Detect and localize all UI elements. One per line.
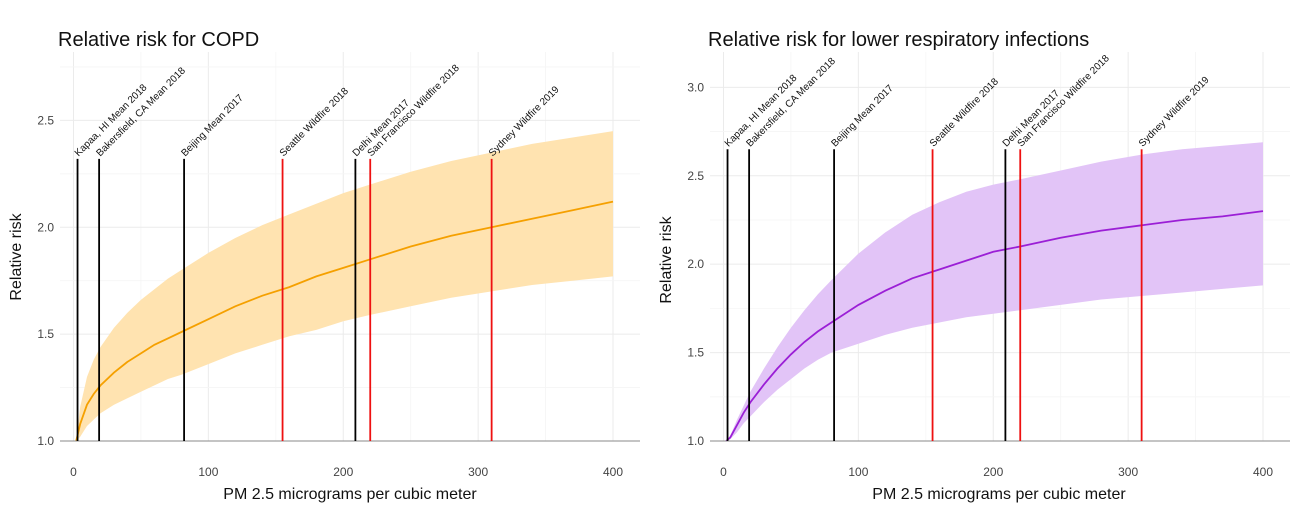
copd-x-tick-label: 200 [333, 465, 353, 479]
lri-confidence-band [726, 142, 1263, 441]
lri-y-axis-title: Relative risk [658, 215, 675, 303]
copd-confidence-band [76, 131, 613, 441]
copd-x-tick-label: 100 [198, 465, 218, 479]
copd-annotation-label-1: Bakersfield, CA Mean 2018 [94, 65, 188, 159]
lri-x-tick-label: 100 [848, 465, 868, 479]
lri-y-tick-label: 2.5 [687, 169, 704, 183]
copd-y-ticks: 1.0 1.5 2.0 2.5 [37, 113, 54, 448]
copd-y-tick-label: 1.5 [37, 327, 54, 341]
lri-annotation-label-2: Beijing Mean 2017 [829, 83, 896, 150]
lri-annotation-label-6: Sydney Wildfire 2019 [1137, 74, 1212, 149]
lri-chart-title: Relative risk for lower respiratory infe… [708, 29, 1089, 51]
lri-x-tick-label: 0 [720, 465, 727, 479]
lri-x-ticks: 0 100 200 300 400 [720, 465, 1273, 479]
copd-annotation-label-5: San Francisco Wildfire 2018 [366, 62, 463, 159]
copd-y-axis-title: Relative risk [8, 212, 25, 300]
lri-annotation-label-1: Bakersfield, CA Mean 2018 [744, 56, 838, 150]
lri-y-ticks: 1.0 1.5 2.0 2.5 3.0 [687, 80, 704, 448]
lri-x-tick-label: 200 [983, 465, 1003, 479]
lri-y-tick-label: 2.0 [687, 257, 704, 271]
lri-annotation-label-5: San Francisco Wildfire 2018 [1016, 53, 1113, 150]
copd-annotation-label-3: Seattle Wildfire 2018 [278, 86, 351, 159]
copd-x-ticks: 0 100 200 300 400 [70, 465, 623, 479]
copd-x-axis-title: PM 2.5 micrograms per cubic meter [223, 486, 477, 503]
copd-annotation-label-2: Beijing Mean 2017 [179, 92, 246, 159]
copd-chart-title: Relative risk for COPD [58, 29, 259, 51]
lri-y-tick-label: 3.0 [687, 80, 704, 94]
copd-y-tick-label: 1.0 [37, 434, 54, 448]
lri-x-axis-title: PM 2.5 micrograms per cubic meter [872, 486, 1126, 503]
copd-x-tick-label: 300 [468, 465, 488, 479]
copd-x-tick-label: 0 [70, 465, 77, 479]
copd-y-tick-label: 2.5 [37, 113, 54, 127]
copd-y-tick-label: 2.0 [37, 220, 54, 234]
lri-y-tick-label: 1.0 [687, 434, 704, 448]
copd-x-tick-label: 400 [603, 465, 623, 479]
lri-x-tick-label: 400 [1253, 465, 1273, 479]
lri-y-tick-label: 1.5 [687, 346, 704, 360]
lri-x-tick-label: 300 [1118, 465, 1138, 479]
